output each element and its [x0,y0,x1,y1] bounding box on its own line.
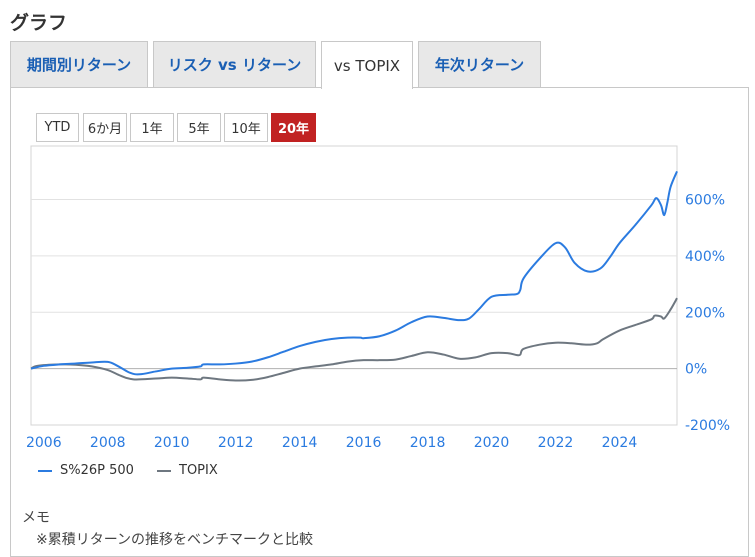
period-button-1y[interactable]: 1年 [130,113,174,142]
legend-item-topix[interactable]: TOPIX [157,463,218,478]
x-tick-label: 2010 [154,435,190,451]
y-tick-label: 400% [685,249,725,265]
x-tick-label: 2018 [410,435,446,451]
period-button-5y[interactable]: 5年 [177,113,221,142]
tab-annual-return[interactable]: 年次リターン [418,41,541,87]
period-button-10y[interactable]: 10年 [224,113,268,142]
x-tick-label: 2014 [282,435,318,451]
tab-risk-vs-return[interactable]: リスク vs リターン [153,41,316,87]
legend-swatch-sp500 [38,469,52,472]
plot-area [30,145,678,426]
x-tick-label: 2016 [346,435,382,451]
x-tick-label: 2006 [26,435,62,451]
tab-period-return[interactable]: 期間別リターン [10,41,148,87]
y-tick-label: 0% [685,362,707,378]
x-tick-label: 2022 [538,435,574,451]
y-tick-label: -200% [685,418,730,434]
period-button-20y[interactable]: 20年 [271,113,316,142]
legend-label-sp500: S%26P 500 [60,463,134,478]
period-button-ytd[interactable]: YTD [36,113,79,142]
series-line-sp500 [30,170,678,376]
legend-swatch-topix [157,469,171,472]
legend-label-topix: TOPIX [179,463,218,478]
series-line-topix [30,297,678,382]
y-tick-label: 200% [685,305,725,321]
legend-item-sp500[interactable]: S%26P 500 [38,463,134,478]
memo-note: ※累積リターンの推移をベンチマークと比較 [36,532,314,548]
section-title: グラフ [10,12,68,34]
period-button-6m[interactable]: 6か月 [83,113,127,142]
x-tick-label: 2008 [90,435,126,451]
memo-title: メモ [22,510,50,526]
y-tick-label: 600% [685,193,725,209]
x-tick-label: 2020 [474,435,510,451]
x-tick-label: 2024 [602,435,638,451]
tab-vs-topix[interactable]: vs TOPIX [321,41,413,89]
x-tick-label: 2012 [218,435,254,451]
